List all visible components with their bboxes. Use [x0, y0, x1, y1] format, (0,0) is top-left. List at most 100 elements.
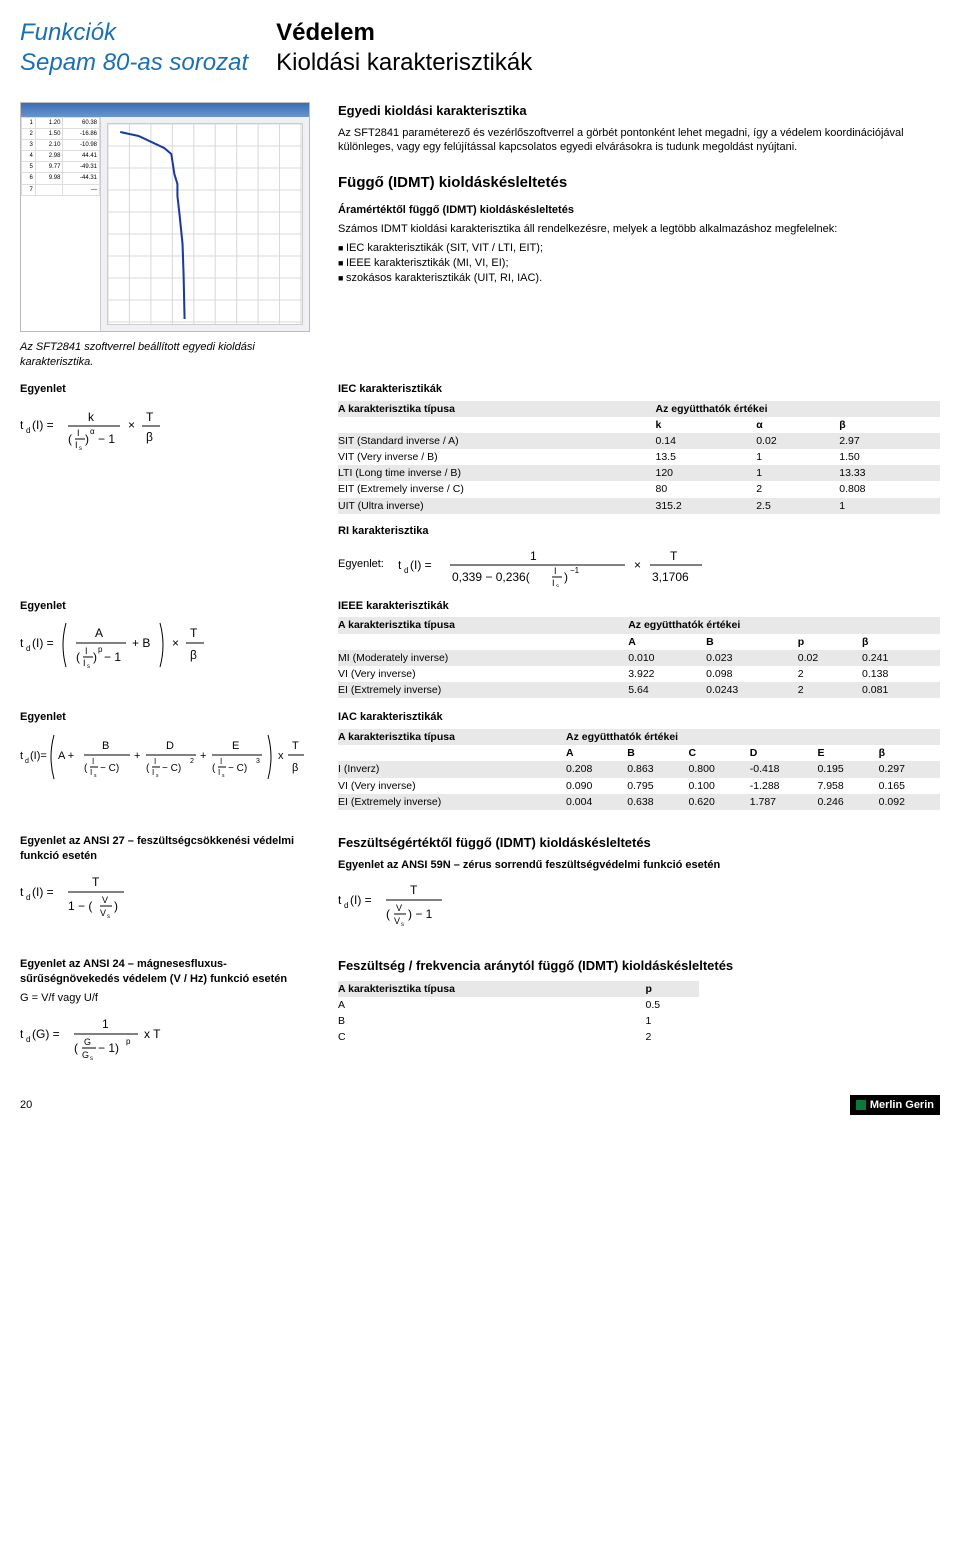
svg-text:I: I: [77, 428, 80, 438]
svg-text:2: 2: [190, 758, 194, 765]
svg-text:(: (: [74, 1041, 78, 1055]
svg-text:t: t: [20, 418, 24, 432]
svg-text:I: I: [154, 757, 156, 766]
svg-text:− C): − C): [100, 763, 119, 774]
svg-text:s: s: [556, 584, 559, 587]
svg-text:I: I: [552, 578, 555, 587]
svg-text:− 1: − 1: [104, 650, 121, 664]
ieee-title: IEEE karakterisztikák: [338, 599, 940, 614]
svg-text:D: D: [166, 740, 174, 752]
svg-text:I: I: [220, 757, 222, 766]
voltage-left-label: Egyenlet az ANSI 27 – feszültségcsökkené…: [20, 834, 320, 864]
svg-text:E: E: [232, 740, 239, 752]
svg-text:I: I: [83, 658, 86, 668]
page-number: 20: [20, 1098, 32, 1113]
svg-text:A +: A +: [58, 750, 74, 762]
vf-table: A karakterisztika típusap A0.5B1C2: [338, 981, 699, 1046]
page-header: Funkciók Sepam 80-as sorozat Védelem Kio…: [20, 18, 940, 78]
page-footer: 20 Merlin Gerin: [20, 1095, 940, 1116]
svg-text:β: β: [146, 430, 153, 444]
iec-eq-label: Egyenlet: [20, 382, 320, 397]
svg-text:I: I: [218, 768, 220, 777]
header-right: Védelem Kioldási karakterisztikák: [276, 18, 532, 78]
ieee-block: Egyenlet td (I) = A ( IIs )p − 1 + B × T…: [20, 599, 940, 699]
svg-text:1 − (: 1 − (: [68, 899, 92, 913]
iac-title: IAC karakterisztikák: [338, 710, 940, 725]
svg-text:1: 1: [530, 549, 537, 563]
svg-text:(: (: [84, 763, 88, 774]
svg-text:t: t: [20, 636, 24, 650]
svg-text:t: t: [20, 750, 23, 762]
header-right-line2: Kioldási karakterisztikák: [276, 48, 532, 78]
screenshot-caption: Az SFT2841 szoftverrel beállított egyedi…: [20, 340, 310, 370]
screenshot-index-table: 11.2060.3821.50-16.8632.10-10.9842.9844.…: [21, 117, 101, 331]
iec-table: A karakterisztika típusaAz együtthatók é…: [338, 401, 940, 514]
voltage-title: Feszültségértéktől függő (IDMT) kioldásk…: [338, 834, 940, 852]
svg-text:d: d: [26, 644, 30, 653]
ieee-eq-label: Egyenlet: [20, 599, 320, 614]
svg-text:+: +: [200, 750, 206, 762]
svg-text:V: V: [394, 916, 400, 926]
svg-text:−1: −1: [570, 566, 580, 575]
svg-text:s: s: [401, 922, 404, 928]
svg-text:β: β: [292, 762, 298, 774]
svg-text:0,339 − 0,236(: 0,339 − 0,236(: [452, 570, 530, 584]
iec-block: Egyenlet td (I) = k ( IIs )α − 1 × Tβ IE…: [20, 382, 940, 587]
svg-text:d: d: [26, 893, 30, 902]
brand-logo: Merlin Gerin: [850, 1095, 940, 1116]
svg-text:k: k: [88, 410, 95, 424]
svg-text:(I) =: (I) =: [350, 893, 372, 907]
svg-text:V: V: [396, 903, 402, 913]
svg-text:p: p: [126, 1037, 131, 1046]
header-left: Funkciók Sepam 80-as sorozat: [20, 18, 248, 78]
vf-gline: G = V/f vagy U/f: [20, 991, 320, 1006]
ri-equation: td (I) = 1 0,339 − 0,236( IIs )−1 × T 3,…: [390, 543, 750, 587]
intro-title: Egyedi kioldási karakterisztika: [338, 102, 940, 120]
header-left-line2: Sepam 80-as sorozat: [20, 48, 248, 78]
svg-text:s: s: [156, 773, 159, 779]
voltage-block: Egyenlet az ANSI 27 – feszültségcsökkené…: [20, 834, 940, 933]
svg-text:− C): − C): [162, 763, 181, 774]
svg-text:s: s: [94, 773, 97, 779]
svg-text:A: A: [95, 626, 103, 640]
idmt-title: Függő (IDMT) kioldáskésleltetés: [338, 173, 940, 193]
ansi27-equation: td (I) = T 1 − ( VVs ): [20, 868, 160, 920]
svg-text:− 1): − 1): [98, 1041, 119, 1055]
svg-text:): ): [85, 432, 89, 446]
svg-text:t: t: [398, 558, 402, 572]
svg-text:d: d: [344, 901, 348, 910]
svg-text:1: 1: [102, 1017, 109, 1031]
svg-text:T: T: [410, 883, 418, 897]
svg-text:− C): − C): [228, 763, 247, 774]
svg-text:(I)=: (I)=: [30, 750, 47, 762]
screenshot-col: PE50038 11.2060.3821.50-16.8632.10-10.98…: [20, 102, 320, 370]
svg-text:I: I: [75, 440, 78, 450]
svg-text:T: T: [190, 626, 198, 640]
voltage-right-label: Egyenlet az ANSI 59N – zérus sorrendű fe…: [338, 858, 940, 873]
header-left-line1: Funkciók: [20, 18, 248, 48]
svg-text:t: t: [20, 1027, 24, 1041]
svg-text:): ): [564, 570, 568, 584]
svg-text:): ): [93, 650, 97, 664]
svg-text:+ B: + B: [132, 636, 150, 650]
screenshot-titlebar: [21, 103, 309, 117]
svg-text:− 1: − 1: [98, 432, 115, 446]
svg-text:s: s: [90, 1056, 93, 1062]
svg-text:T: T: [146, 410, 154, 424]
svg-text:t: t: [20, 885, 24, 899]
svg-text:s: s: [107, 914, 110, 920]
header-right-line1: Védelem: [276, 18, 532, 48]
svg-text:x: x: [278, 750, 284, 762]
vf-block: Egyenlet az ANSI 24 – mágnesesfluxus-sűr…: [20, 957, 940, 1066]
ansi59n-equation: td (I) = T ( VVs ) − 1: [338, 876, 478, 928]
ieee-equation: td (I) = A ( IIs )p − 1 + B × Tβ: [20, 617, 280, 673]
svg-text:d: d: [25, 758, 29, 765]
vf-left-label: Egyenlet az ANSI 24 – mágnesesfluxus-sűr…: [20, 957, 320, 987]
svg-text:I: I: [92, 757, 94, 766]
svg-text:T: T: [92, 875, 100, 889]
svg-text:(: (: [68, 432, 72, 446]
svg-text:G: G: [84, 1037, 91, 1047]
idmt-subtitle: Áramértéktől függő (IDMT) kioldáskéslelt…: [338, 203, 940, 218]
intro-text-col: Egyedi kioldási karakterisztika Az SFT28…: [338, 102, 940, 304]
svg-text:s: s: [222, 773, 225, 779]
